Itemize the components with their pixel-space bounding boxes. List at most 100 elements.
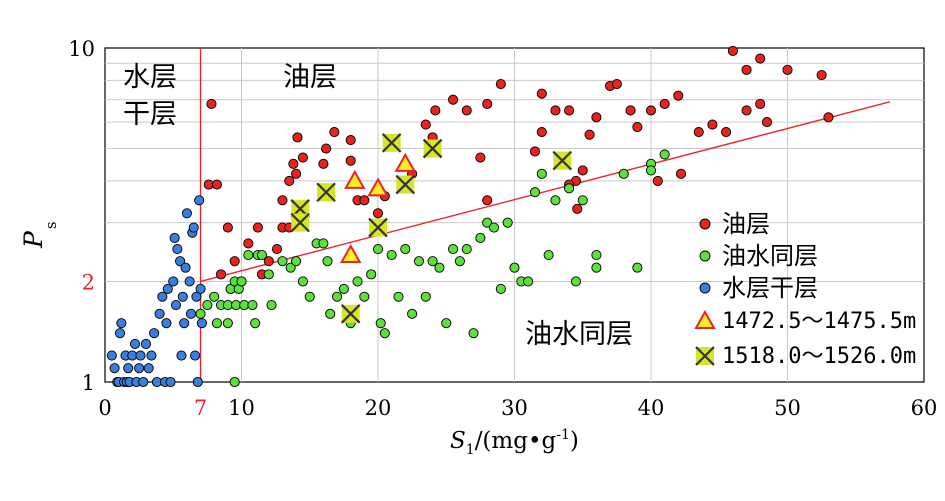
data-point-series-2 [176, 350, 187, 361]
data-point-series-2 [179, 318, 190, 329]
data-point-series-1 [407, 308, 418, 319]
data-point-series-0 [673, 90, 684, 101]
data-point-series-1 [338, 283, 349, 294]
data-point-series-1 [632, 262, 643, 273]
data-point-series-0 [577, 165, 588, 176]
data-point-series-0 [475, 152, 486, 163]
x-tick-label: 20 [365, 396, 392, 420]
data-point-series-1 [266, 299, 277, 311]
data-point-series-0 [645, 105, 657, 116]
data-point-series-2 [194, 195, 205, 206]
boundary-diagonal-line [200, 101, 891, 283]
data-point-series-0 [359, 195, 370, 206]
data-point-series-1 [352, 276, 363, 287]
x-tick-label: 50 [774, 396, 801, 420]
data-point-cross [381, 133, 402, 153]
data-point-series-2 [192, 376, 203, 388]
data-point-series-1 [495, 283, 506, 294]
data-point-series-2 [140, 338, 151, 349]
data-point-series-1 [243, 249, 254, 261]
y-tick-label-boundary: 2 [82, 270, 95, 294]
data-point-series-0 [755, 53, 766, 64]
data-point-series-0 [707, 119, 718, 130]
data-point-series-0 [482, 195, 493, 206]
data-point-series-1 [529, 187, 541, 198]
legend: 油层 油水同层 水层干层 1472.5～1475.5m 1518.0～1526.… [694, 210, 916, 369]
data-point-series-1 [413, 256, 425, 267]
data-point-series-1 [488, 222, 500, 233]
data-point-cross [552, 150, 573, 171]
data-point-triangle [394, 152, 417, 172]
data-point-series-2 [134, 363, 145, 374]
data-point-series-1 [543, 249, 554, 261]
data-point-series-2 [143, 363, 154, 374]
data-point-series-0 [727, 45, 738, 56]
data-point-series-2 [161, 318, 172, 329]
data-point-series-0 [292, 132, 303, 143]
data-point-cross [316, 182, 336, 202]
tick-labels: 0 10 20 30 40 50 60 7 1 10 2 [68, 37, 937, 420]
data-point-series-1 [263, 269, 274, 280]
data-point-series-0 [611, 78, 622, 90]
data-point-series-2 [184, 276, 195, 287]
data-point-series-0 [297, 152, 308, 163]
data-point-series-1 [441, 318, 452, 329]
data-point-triangle [367, 177, 389, 197]
data-point-series-1 [247, 299, 258, 311]
data-point-cross [395, 174, 416, 195]
x-tick-label: 40 [638, 396, 665, 420]
data-point-series-1 [645, 165, 657, 176]
data-point-series-0 [372, 208, 384, 219]
legend-marker-oil [699, 218, 711, 230]
data-point-series-2 [177, 291, 188, 302]
data-point-series-1 [448, 244, 459, 255]
data-point-series-1 [454, 256, 465, 267]
data-point-series-1 [250, 318, 261, 329]
data-point-series-1 [297, 276, 308, 287]
data-point-series-0 [675, 168, 687, 179]
data-point-series-1 [229, 376, 240, 388]
data-point-series-0 [495, 78, 506, 90]
data-point-series-0 [591, 112, 602, 123]
data-point-series-0 [529, 146, 541, 157]
data-point-series-1 [564, 183, 575, 194]
data-point-series-2 [138, 376, 149, 388]
data-point-series-2 [135, 350, 146, 361]
data-point-series-2 [165, 376, 176, 388]
data-point-series-2 [188, 222, 199, 233]
data-point-series-1 [570, 276, 581, 287]
data-point-series-2 [146, 350, 157, 361]
data-point-series-1 [359, 291, 370, 302]
data-point-triangle [339, 243, 362, 264]
data-point-series-1 [659, 149, 670, 160]
data-point-series-1 [304, 291, 315, 302]
data-point-series-0 [461, 105, 472, 116]
data-point-series-1 [400, 244, 411, 255]
data-point-series-2 [180, 262, 191, 273]
data-point-series-1 [211, 318, 222, 329]
data-point-series-0 [721, 127, 732, 138]
data-point-series-1 [536, 168, 547, 179]
data-point-series-0 [741, 64, 752, 75]
data-point-series-2 [109, 363, 120, 374]
plot-area [104, 45, 925, 388]
data-point-series-0 [632, 121, 643, 133]
data-point-series-2 [114, 328, 126, 339]
data-point-series-0 [430, 105, 441, 116]
data-point-series-0 [211, 179, 222, 190]
data-point-series-2 [162, 283, 173, 294]
legend-label-water-dry: 水层干层 [722, 274, 818, 302]
data-point-series-1 [393, 291, 404, 302]
data-point-series-1 [434, 262, 445, 273]
data-point-series-0 [652, 175, 663, 186]
data-point-series-2 [185, 308, 197, 319]
data-point-series-1 [277, 256, 288, 267]
data-point-series-2 [172, 244, 183, 255]
data-point-series-1 [372, 244, 384, 255]
data-point-series-2 [196, 318, 207, 329]
data-point-series-2 [191, 291, 202, 302]
data-point-series-0 [741, 105, 752, 116]
x-tick-label: 0 [98, 396, 111, 420]
data-point-series-0 [625, 105, 636, 116]
legend-marker-water-dry [699, 282, 711, 294]
